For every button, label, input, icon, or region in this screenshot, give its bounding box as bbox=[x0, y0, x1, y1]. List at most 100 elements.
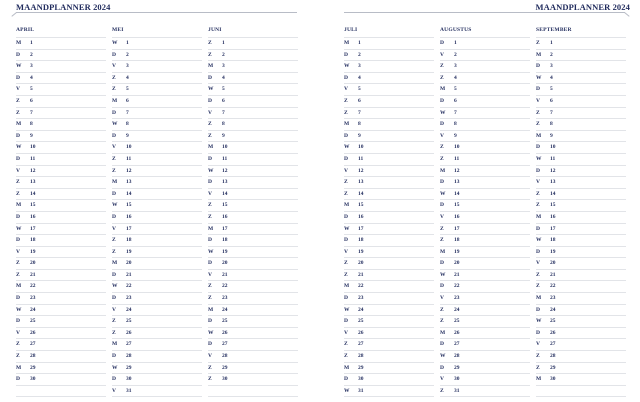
day-row[interactable]: W 18 bbox=[536, 235, 626, 247]
day-row[interactable]: V 12 bbox=[344, 166, 434, 178]
day-row[interactable]: Z 17 bbox=[440, 224, 530, 236]
day-row[interactable]: D 17 bbox=[536, 224, 626, 236]
day-row[interactable]: W 21 bbox=[440, 270, 530, 282]
day-row[interactable]: Z 24 bbox=[440, 305, 530, 317]
day-row[interactable]: Z 22 bbox=[536, 281, 626, 294]
day-row[interactable]: Z 19 bbox=[112, 247, 202, 259]
day-row[interactable]: W 19 bbox=[208, 247, 298, 259]
day-row[interactable]: M 29 bbox=[344, 363, 434, 375]
day-row[interactable]: D 25 bbox=[208, 316, 298, 328]
day-row[interactable]: Z 13 bbox=[16, 177, 106, 189]
day-row[interactable]: M 24 bbox=[208, 305, 298, 317]
day-row[interactable]: M 15 bbox=[16, 200, 106, 212]
day-row[interactable]: D 13 bbox=[208, 177, 298, 189]
day-row[interactable]: D 21 bbox=[112, 270, 202, 282]
day-row[interactable]: D 30 bbox=[112, 374, 202, 386]
day-row[interactable]: D 19 bbox=[536, 247, 626, 259]
day-row[interactable]: M 15 bbox=[344, 200, 434, 212]
day-row[interactable]: Z 29 bbox=[536, 363, 626, 375]
day-row[interactable]: D 16 bbox=[16, 212, 106, 224]
day-row[interactable]: Z 29 bbox=[208, 363, 298, 375]
day-row[interactable]: Z 10 bbox=[440, 142, 530, 154]
day-row[interactable]: D 20 bbox=[440, 258, 530, 270]
day-row[interactable]: D 13 bbox=[440, 177, 530, 189]
day-row[interactable]: D 23 bbox=[112, 293, 202, 305]
day-row[interactable]: W 10 bbox=[16, 142, 106, 154]
day-row[interactable]: Z 12 bbox=[112, 166, 202, 178]
day-row[interactable]: M 17 bbox=[208, 224, 298, 236]
day-row[interactable]: V 13 bbox=[536, 177, 626, 189]
day-row[interactable]: V 16 bbox=[440, 212, 530, 224]
day-row[interactable]: M 16 bbox=[536, 212, 626, 224]
day-row[interactable]: V 10 bbox=[112, 142, 202, 154]
day-row[interactable]: Z 14 bbox=[344, 189, 434, 201]
day-row[interactable]: W 24 bbox=[16, 305, 106, 317]
day-row[interactable]: D 18 bbox=[208, 235, 298, 247]
day-row[interactable]: Z 14 bbox=[16, 189, 106, 201]
day-row[interactable]: V 26 bbox=[344, 328, 434, 340]
day-row[interactable]: D 27 bbox=[208, 339, 298, 352]
day-row[interactable]: M 27 bbox=[112, 339, 202, 352]
day-row[interactable]: D 11 bbox=[208, 154, 298, 166]
day-row[interactable]: D 11 bbox=[344, 154, 434, 166]
day-row[interactable]: M 22 bbox=[344, 281, 434, 294]
day-row[interactable]: M 19 bbox=[440, 247, 530, 259]
day-row[interactable]: Z 20 bbox=[344, 258, 434, 270]
day-row[interactable]: M 13 bbox=[112, 177, 202, 189]
day-row[interactable]: V 19 bbox=[344, 247, 434, 259]
day-row[interactable]: D 28 bbox=[112, 351, 202, 363]
day-row[interactable]: Z 31 bbox=[440, 386, 530, 398]
day-row[interactable]: D 18 bbox=[344, 235, 434, 247]
day-row[interactable]: V 24 bbox=[112, 305, 202, 317]
day-row[interactable]: V 23 bbox=[440, 293, 530, 305]
day-row[interactable]: W 31 bbox=[344, 386, 434, 398]
day-row[interactable]: Z 15 bbox=[536, 200, 626, 212]
day-row[interactable]: W 10 bbox=[344, 142, 434, 154]
day-row[interactable]: D 30 bbox=[344, 374, 434, 386]
day-row[interactable]: V 14 bbox=[208, 189, 298, 201]
day-row[interactable]: V 28 bbox=[208, 351, 298, 363]
day-row[interactable]: D 27 bbox=[440, 339, 530, 352]
day-row[interactable]: Z 15 bbox=[208, 200, 298, 212]
day-row[interactable]: Z 28 bbox=[16, 351, 106, 363]
day-row[interactable] bbox=[16, 386, 106, 398]
day-row[interactable] bbox=[536, 386, 626, 398]
day-row[interactable]: V 20 bbox=[536, 258, 626, 270]
day-row[interactable]: Z 25 bbox=[440, 316, 530, 328]
